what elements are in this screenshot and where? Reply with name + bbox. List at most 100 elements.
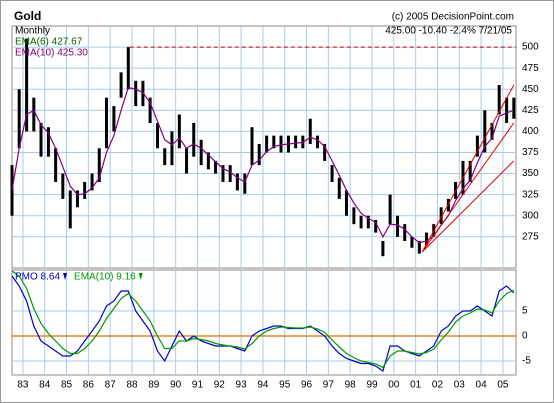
legend-entry: EMA(10) 425.30 [15, 48, 88, 59]
panel [11, 25, 517, 269]
price-bar [221, 165, 225, 182]
trend-line [421, 160, 515, 253]
price-bar [250, 127, 254, 166]
x-tick-label: 85 [61, 380, 73, 391]
price-bar [68, 190, 72, 229]
price-bar [359, 215, 363, 229]
price-bar [483, 110, 487, 153]
y-tick-label: 350 [522, 168, 539, 179]
price-bar [439, 207, 443, 225]
price-bar [468, 160, 472, 182]
y-tick-label: 450 [522, 84, 539, 95]
price-bar [185, 148, 189, 174]
price-bar [75, 190, 79, 208]
price-bar [163, 148, 167, 166]
y-tick-label: 375 [522, 147, 539, 158]
y-tick-label: 425 [522, 105, 539, 116]
price-bar [366, 215, 370, 229]
x-tick-label: 88 [126, 380, 138, 391]
price-bar [83, 181, 87, 199]
series-line [11, 275, 515, 372]
price-bar [90, 173, 94, 191]
price-bar [199, 139, 203, 166]
legend-arrow [63, 273, 68, 280]
y-tick-label: 400 [522, 126, 539, 137]
price-bar [97, 148, 101, 182]
price-bar [497, 85, 501, 115]
price-bar [265, 135, 269, 153]
price-bar [344, 190, 348, 216]
trend-line [421, 122, 515, 253]
trend-line [421, 84, 515, 253]
price-bar [396, 215, 400, 237]
price-bar [32, 97, 36, 132]
x-tick-label: 94 [257, 380, 269, 391]
x-tick-label: 95 [279, 380, 291, 391]
y-tick-label: 300 [522, 210, 539, 221]
x-tick-label: 96 [301, 380, 313, 391]
x-tick-label: 87 [105, 380, 117, 391]
legend-entry: PMO 8.64 [15, 272, 60, 283]
x-tick-label: 89 [148, 380, 160, 391]
legend-entry: EMA(6) 427.67 [15, 37, 83, 48]
x-tick-label: 86 [83, 380, 95, 391]
chart-title: Gold [14, 9, 41, 23]
price-bar [475, 135, 479, 157]
price-bar [323, 144, 327, 161]
y-tick-label: 325 [522, 189, 539, 200]
price-bar [403, 224, 407, 242]
price-bar [61, 173, 65, 199]
price-bar [10, 165, 14, 216]
y-tick-label: 275 [522, 231, 539, 242]
x-tick-label: 91 [192, 380, 204, 391]
price-bar [257, 144, 261, 166]
x-tick-label: 92 [214, 380, 226, 391]
x-tick-label: 05 [497, 380, 509, 391]
price-bar [156, 122, 160, 149]
price-bar [490, 122, 494, 140]
price-bar [228, 165, 232, 182]
x-tick-label: 02 [432, 380, 444, 391]
price-bar [17, 89, 21, 149]
y-tick-label: 475 [522, 63, 539, 74]
x-tick-label: 84 [39, 380, 51, 391]
price-bar [512, 97, 516, 119]
x-tick-label: 98 [345, 380, 357, 391]
price-bar [417, 241, 421, 254]
price-bar [272, 135, 276, 149]
series-line [11, 270, 515, 369]
price-bar [294, 135, 298, 149]
price-bar [279, 135, 283, 153]
price-bar [425, 232, 429, 246]
x-tick-label: 00 [388, 380, 400, 391]
price-bar [177, 114, 181, 149]
price-bar [315, 135, 319, 149]
price-bar [388, 194, 392, 225]
price-bar [112, 106, 116, 132]
price-bar [192, 122, 196, 157]
x-tick-label: 83 [17, 380, 29, 391]
x-tick-label: 97 [323, 380, 335, 391]
x-tick-label: 03 [454, 380, 466, 391]
source: (c) 2005 DecisionPoint.com [392, 12, 514, 23]
legend-entry: EMA(10) 9.16 [74, 272, 136, 283]
price-bar [39, 122, 43, 157]
x-tick-label: 01 [410, 380, 422, 391]
price-bar [235, 173, 239, 191]
panel [11, 269, 517, 376]
price-bar [374, 219, 378, 233]
price-bar [46, 127, 50, 157]
price-bar [119, 72, 123, 98]
y-tick-label: 500 [522, 42, 539, 53]
price-bar [410, 236, 414, 248]
price-bar [206, 152, 210, 170]
price-bar [308, 118, 312, 145]
quote: 425.00 -10.40 -2.4% 7/21/05 [385, 26, 512, 37]
x-tick-label: 93 [236, 380, 248, 391]
price-bar [337, 177, 341, 199]
price-bar [243, 173, 247, 194]
price-bar [352, 207, 356, 225]
y-tick-label: 0 [522, 331, 528, 342]
price-bar [330, 165, 334, 182]
